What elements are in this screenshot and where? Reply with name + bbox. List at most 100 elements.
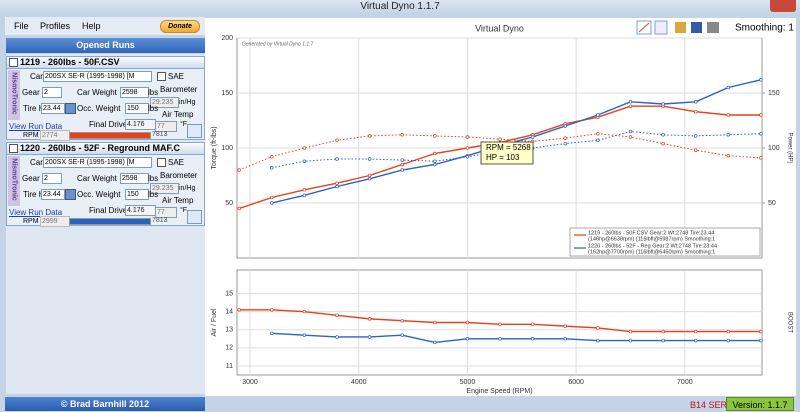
legend-label: 1219 - 260lbs - 50F.CSV Gear:2 Wt:2748 T… xyxy=(588,230,714,236)
tire-calc-icon[interactable] xyxy=(65,103,76,114)
y-tick-label: 14 xyxy=(225,308,233,315)
graph-icon[interactable] xyxy=(187,124,202,138)
series-point xyxy=(661,329,665,334)
run-checkbox[interactable] xyxy=(9,144,18,153)
run-close[interactable] xyxy=(194,57,202,67)
x-tick-label: 6000 xyxy=(568,379,584,386)
series-point xyxy=(400,133,404,137)
sae-checkbox[interactable] xyxy=(157,72,166,81)
series-point xyxy=(302,159,307,163)
field-label: lbs xyxy=(148,104,159,113)
tool-icon[interactable] xyxy=(675,22,686,33)
tool-icon[interactable] xyxy=(654,20,668,35)
series-point xyxy=(759,338,763,343)
close-button[interactable] xyxy=(770,0,796,12)
chart-title: Virtual Dyno xyxy=(475,23,524,33)
field-input[interactable]: 200SX SE-R (1995-1998) [M xyxy=(43,71,152,82)
field-label[interactable]: View Run Data xyxy=(9,122,63,131)
series-point xyxy=(563,324,568,328)
series-point xyxy=(270,308,274,312)
y-axis-label: Torque (ft-lbs) xyxy=(211,126,218,169)
series-point xyxy=(661,102,665,106)
field-input: 2999 xyxy=(40,216,70,227)
tool-icon[interactable] xyxy=(691,22,702,33)
series-line xyxy=(238,133,761,171)
toolbar xyxy=(636,20,719,35)
field-input[interactable]: 150 xyxy=(125,189,149,200)
field-input: 29.235 xyxy=(150,97,179,108)
series-point xyxy=(726,133,731,137)
tool-icon[interactable] xyxy=(707,22,719,33)
y-tick-label: 50 xyxy=(225,200,233,207)
series-point xyxy=(759,113,763,117)
series-point xyxy=(237,308,241,312)
run-brand: NismoTronic xyxy=(10,158,18,201)
field-label: Car xyxy=(30,72,43,81)
series-point xyxy=(596,338,600,343)
series-point xyxy=(270,195,274,200)
x-tick-label: 5000 xyxy=(460,379,476,386)
sae-checkbox[interactable] xyxy=(157,158,166,167)
menu-profiles[interactable]: Profiles xyxy=(40,21,71,31)
field-input: 2774 xyxy=(40,130,70,141)
series-point xyxy=(563,136,568,140)
y-tick-label: 11 xyxy=(226,363,233,370)
field-label: °F xyxy=(180,207,188,214)
run-checkbox[interactable] xyxy=(9,58,18,67)
window-title: Virtual Dyno 1.1.7 xyxy=(360,1,440,12)
series-point xyxy=(433,159,437,163)
x-tick-label: 3000 xyxy=(242,379,258,386)
legend-label: 1220 - 260lbs - 52F - Reg Gear:2 Wt:2748… xyxy=(588,243,717,249)
runs-panel: 1219 - 260lbs - 50F.CSV NismoTronic Car 200… xyxy=(6,54,205,394)
field-label: Air Temp xyxy=(162,110,194,119)
menu-help[interactable]: Help xyxy=(82,21,101,31)
series-point xyxy=(302,188,307,192)
tire-calc-icon[interactable] xyxy=(65,189,76,200)
field-label: SAE xyxy=(168,72,185,81)
field-input[interactable]: 2598 xyxy=(120,173,149,184)
series-point xyxy=(628,135,633,139)
version-box[interactable]: Version: 1.1.7 xyxy=(726,397,794,411)
series-point xyxy=(530,337,535,341)
series-point xyxy=(433,320,437,325)
field-label: Tire Ht xyxy=(23,104,47,113)
run-title: 1219 - 260lbs - 50F.CSV xyxy=(20,57,120,67)
series-point xyxy=(335,157,339,161)
field-input[interactable]: 2 xyxy=(42,173,62,184)
menu-file[interactable]: File xyxy=(14,21,29,31)
graph-icon[interactable] xyxy=(187,210,202,224)
rpm-bar xyxy=(69,132,151,139)
series-point xyxy=(270,201,274,205)
field-input[interactable]: 2 xyxy=(42,87,62,98)
y2-axis-label: Power (HP) xyxy=(786,132,792,163)
field-input: 4.176 xyxy=(125,119,156,130)
rpm-max: 7813 xyxy=(152,217,168,224)
title-bar: Virtual Dyno 1.1.7 xyxy=(0,0,800,14)
series-point xyxy=(596,113,600,117)
donate-button[interactable]: Donate xyxy=(160,20,200,33)
y2-tick-label: 150 xyxy=(768,90,780,97)
series-point xyxy=(563,337,568,341)
field-label: Occ. Weight xyxy=(77,190,121,199)
field-input[interactable]: 200SX SE-R (1995-1998) [M xyxy=(43,157,152,168)
series-point xyxy=(335,138,339,143)
run-close[interactable] xyxy=(194,143,202,153)
y2-axis-label: BOOST xyxy=(786,312,792,333)
series-line xyxy=(271,332,761,344)
field-label[interactable]: View Run Data xyxy=(9,208,63,217)
series-point xyxy=(563,141,568,146)
run-card: 1220 - 260lbs - 52F - Reground MAF.C Nism… xyxy=(6,142,205,227)
series-point xyxy=(335,184,339,189)
field-input[interactable]: 150 xyxy=(125,103,149,114)
field-input[interactable]: 2598 xyxy=(120,87,149,98)
field-input[interactable]: 23.44 xyxy=(41,189,65,200)
series-point xyxy=(433,151,437,156)
chart-subtitle: Generated by Virtual Dyno 1.1.7 xyxy=(242,41,314,47)
series-point xyxy=(726,153,731,158)
field-label: Occ. Weight xyxy=(77,104,121,113)
smoothing-control[interactable]: Smoothing: 1 xyxy=(735,23,794,34)
series-point xyxy=(465,155,470,159)
runs-header: Opened Runs xyxy=(6,38,205,53)
field-input[interactable]: 23.44 xyxy=(41,103,65,114)
field-label: in/Hg xyxy=(179,99,196,106)
